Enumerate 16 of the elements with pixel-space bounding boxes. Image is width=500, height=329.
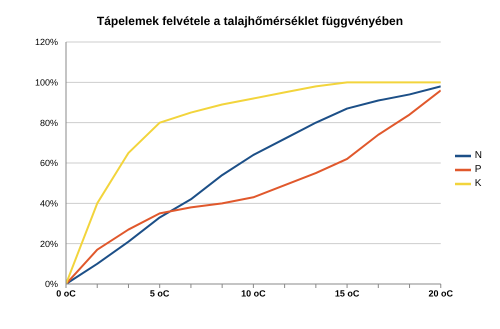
legend-label: K: [474, 178, 482, 189]
y-tick-label: 60%: [40, 158, 58, 168]
y-tick-label: 120%: [34, 37, 58, 48]
legend-label: N: [474, 150, 482, 161]
x-tick-label: 5 oC: [150, 288, 170, 298]
x-tick-label: 10 oC: [241, 288, 266, 298]
x-tick-label: 15 oC: [334, 288, 360, 298]
x-tick-label: 20 oC: [428, 288, 454, 298]
y-tick-label: 40%: [40, 198, 58, 209]
y-tick-label: 20%: [40, 238, 58, 249]
y-tick-label: 0%: [44, 279, 58, 290]
y-tick-label: 80%: [40, 118, 58, 128]
legend-label: P: [474, 164, 482, 175]
chart-title: Tápelemek felvétele a talajhőmérséklet függvényében: [96, 14, 404, 28]
y-tick-label: 100%: [34, 78, 58, 88]
x-tick-label: 0 oC: [56, 288, 76, 298]
